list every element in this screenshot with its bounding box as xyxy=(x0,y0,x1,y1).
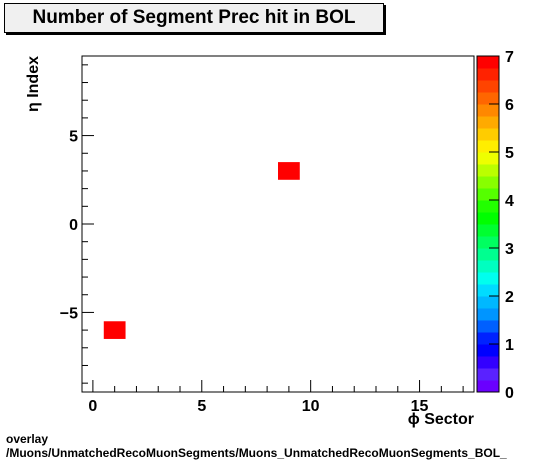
palette-swatch xyxy=(477,116,499,129)
y-tick-label: 0 xyxy=(69,217,78,234)
heatmap-cell-1 xyxy=(278,162,300,180)
palette-swatch xyxy=(477,344,499,357)
palette-swatch xyxy=(477,56,499,69)
palette-swatch xyxy=(477,260,499,273)
palette-swatch xyxy=(477,68,499,81)
palette-swatch xyxy=(477,128,499,141)
palette-swatch xyxy=(477,80,499,93)
palette-swatch xyxy=(477,152,499,165)
palette-swatch xyxy=(477,332,499,345)
y-tick-label: 5 xyxy=(69,129,78,146)
x-tick-label: 10 xyxy=(302,398,320,415)
palette-tick-label: 3 xyxy=(505,241,514,258)
palette-tick-label: 6 xyxy=(505,97,514,114)
palette-swatch xyxy=(477,320,499,333)
palette-swatch xyxy=(477,272,499,285)
palette-swatch xyxy=(477,380,499,393)
x-tick-label: 5 xyxy=(197,398,206,415)
y-tick-label: −5 xyxy=(60,305,78,322)
palette-swatch xyxy=(477,284,499,297)
y-axis-label: η Index xyxy=(25,56,42,112)
palette-swatch xyxy=(477,368,499,381)
palette-tick-label: 0 xyxy=(505,385,514,402)
plot-frame xyxy=(81,55,475,393)
palette-swatch xyxy=(477,248,499,261)
palette-swatch xyxy=(477,200,499,213)
palette-tick-label: 2 xyxy=(505,289,514,306)
x-axis-label: ϕ Sector xyxy=(408,411,474,428)
palette-tick-label: 7 xyxy=(505,49,514,66)
palette-swatch xyxy=(477,212,499,225)
footer-line-1: overlay xyxy=(6,432,49,446)
palette-swatch xyxy=(477,176,499,189)
palette-swatch xyxy=(477,104,499,117)
x-tick-label: 0 xyxy=(88,398,97,415)
palette-tick-label: 4 xyxy=(505,193,514,210)
chart-title: Number of Segment Prec hit in BOL xyxy=(4,3,384,33)
palette-swatch xyxy=(477,308,499,321)
palette-swatch xyxy=(477,164,499,177)
palette-tick-label: 1 xyxy=(505,337,514,354)
footer-line-2: /Muons/UnmatchedRecoMuonSegments/Muons_U… xyxy=(6,446,507,460)
palette-swatch xyxy=(477,188,499,201)
palette-swatch xyxy=(477,140,499,153)
palette-swatch xyxy=(477,92,499,105)
palette-swatch xyxy=(477,224,499,237)
heatmap-cell-0 xyxy=(103,321,126,339)
palette-tick-label: 5 xyxy=(505,145,514,162)
palette-swatch xyxy=(477,356,499,369)
palette-swatch xyxy=(477,236,499,249)
palette-frame xyxy=(476,55,500,393)
palette-swatch xyxy=(477,296,499,309)
x-tick-label: 15 xyxy=(411,398,429,415)
